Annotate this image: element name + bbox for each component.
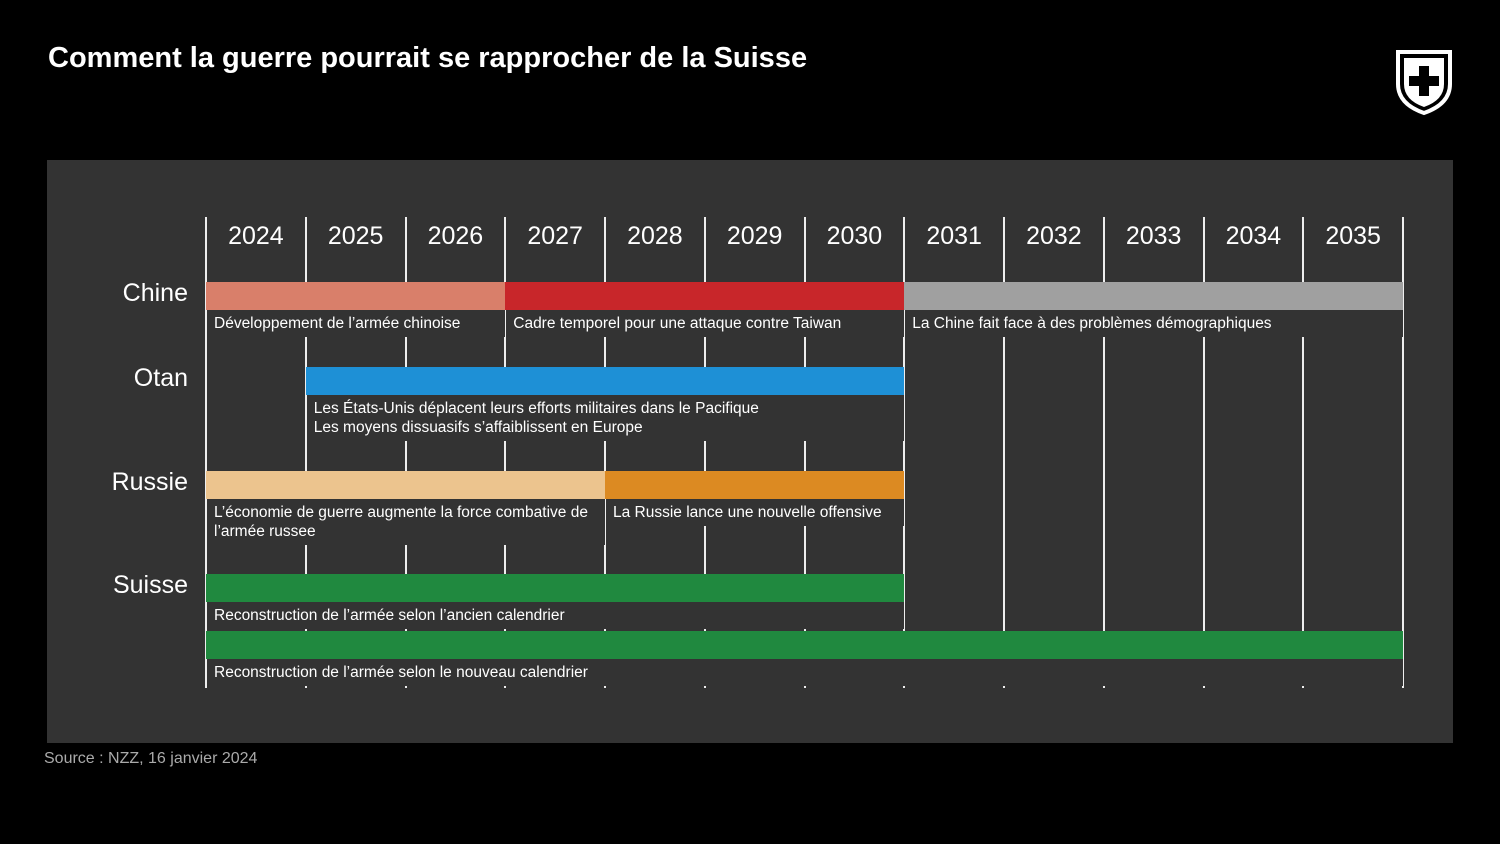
label-line: L’économie de guerre augmente la force c…: [214, 504, 588, 540]
bar-label: Les États-Unis déplacent leurs efforts m…: [306, 395, 905, 441]
grid-line: [1302, 217, 1305, 688]
x-tick-label: 2034: [1225, 222, 1282, 250]
grid-line: [404, 217, 407, 688]
grid-line: [1102, 217, 1105, 688]
grid-line: [504, 217, 507, 688]
bar: [206, 574, 905, 602]
x-tick-label: 2027: [527, 222, 583, 250]
bar-label: La Russie lance une nouvelle offensive: [606, 499, 905, 526]
grid-line: [304, 217, 307, 688]
bar-label: Développement de l’armée chinoise: [207, 310, 506, 337]
label-line: Cadre temporel pour une attaque contre T…: [513, 315, 842, 332]
row-label: Russie: [111, 468, 188, 496]
grid-line: [903, 217, 906, 688]
bar-label: La Chine fait face à des problèmes démog…: [905, 310, 1403, 337]
x-tick-label: 2031: [926, 222, 982, 250]
bar: [206, 282, 506, 310]
label-line: Reconstruction de l’armée selon le nouve…: [214, 664, 588, 681]
source: Source : NZZ, 16 janvier 2024: [44, 750, 258, 767]
x-tick-label: 2025: [327, 222, 384, 250]
x-tick-label: 2024: [228, 222, 284, 250]
x-tick-label: 2032: [1026, 222, 1082, 250]
label-line: La Russie lance une nouvelle offensive: [613, 504, 882, 521]
row-label: Otan: [133, 364, 188, 392]
x-tick-label: 2026: [427, 222, 484, 250]
bar-label: Reconstruction de l’armée selon le nouve…: [207, 659, 1403, 686]
grid-line: [803, 217, 806, 688]
bar: [305, 367, 905, 395]
grid-line: [604, 217, 606, 688]
row-label: Suisse: [112, 571, 188, 599]
grid-line: [1202, 217, 1205, 688]
grid-line: [703, 217, 706, 688]
grid-line: [205, 217, 207, 688]
bar-label: Cadre temporel pour une attaque contre T…: [506, 310, 905, 337]
bar: [505, 282, 905, 310]
label-line: Les États-Unis déplacent leurs efforts m…: [313, 400, 759, 417]
x-tick-label: 2033: [1125, 222, 1182, 250]
label-line: Reconstruction de l’armée selon l’ancien…: [214, 607, 565, 624]
x-tick-label: 2028: [627, 222, 683, 250]
grid-line: [1402, 217, 1404, 688]
logo: [1396, 50, 1452, 116]
bar: [605, 471, 905, 499]
label-line: Les moyens dissuasifs s’affaiblissent en…: [313, 419, 643, 436]
row-label: Chine: [122, 279, 188, 307]
x-tick-label: 2030: [826, 222, 883, 250]
bar: [206, 471, 605, 499]
bar: [206, 631, 1403, 659]
grid-line: [1003, 217, 1005, 688]
label-line: Développement de l’armée chinoise: [214, 315, 461, 332]
bar-label: L’économie de guerre augmente la force c…: [207, 499, 605, 545]
label-line: La Chine fait face à des problèmes démog…: [912, 315, 1272, 332]
bar-label: Reconstruction de l’armée selon l’ancien…: [207, 602, 905, 629]
bar: [904, 282, 1403, 310]
x-tick-label: 2029: [726, 222, 783, 250]
x-tick-label: 2035: [1325, 222, 1381, 250]
title: Comment la guerre pourrait se rapprocher…: [48, 42, 808, 74]
